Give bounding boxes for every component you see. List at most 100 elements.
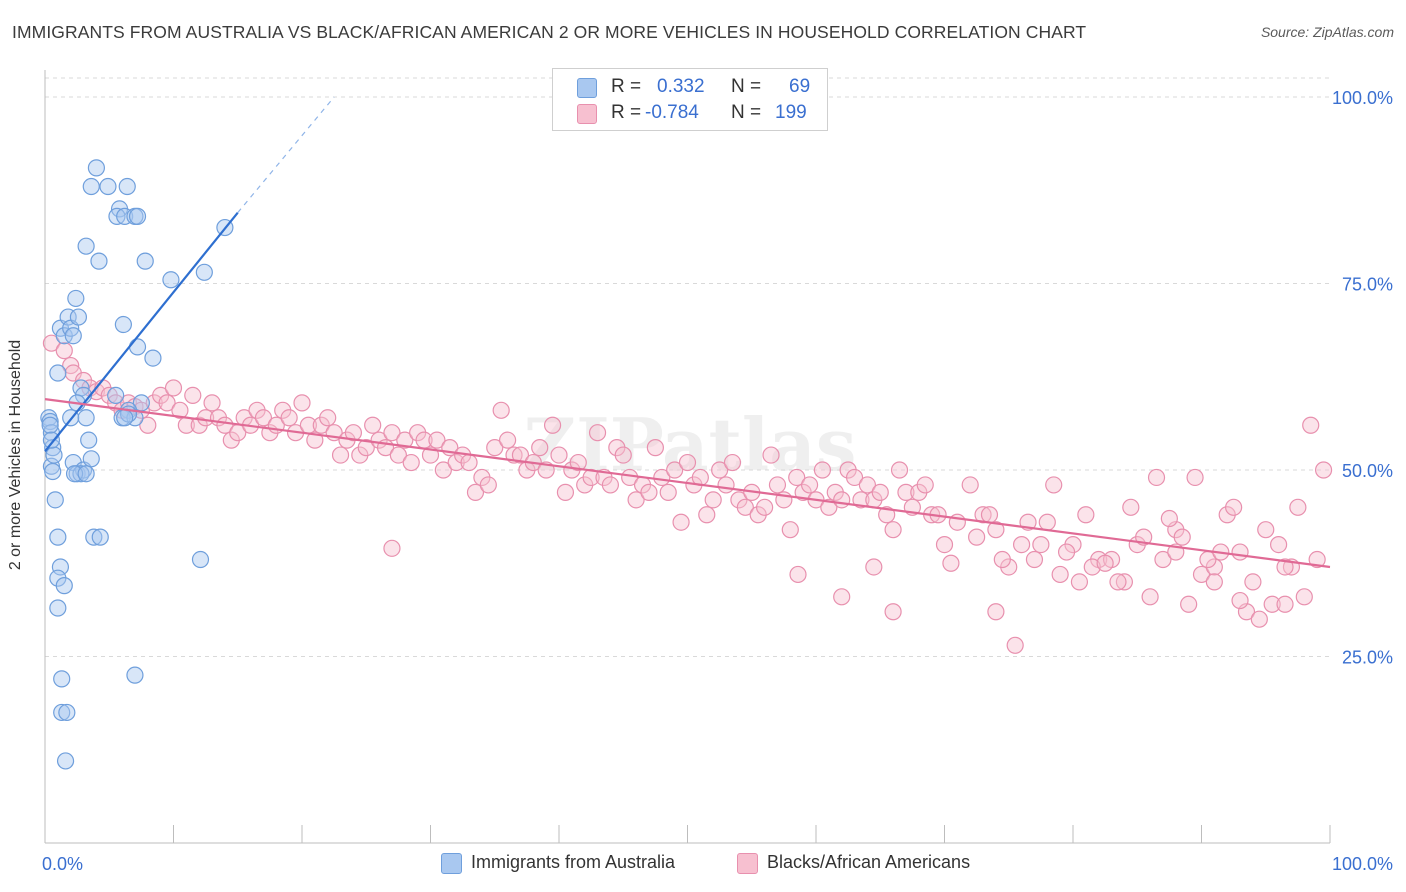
axes [44, 70, 1331, 844]
trend-lines [44, 96, 1331, 569]
point-immigrants-from-australia [77, 237, 95, 255]
point-blacks-african-americans [659, 483, 677, 501]
point-blacks-african-americans [845, 468, 864, 487]
point-blacks-african-americans [1192, 565, 1211, 584]
point-immigrants-from-australia [69, 308, 88, 326]
point-blacks-african-americans [203, 394, 221, 412]
trend-line-australia-extension [237, 96, 335, 214]
point-blacks-african-americans [640, 483, 658, 501]
point-blacks-african-americans [1269, 535, 1288, 554]
point-blacks-african-americans [1051, 565, 1069, 584]
point-blacks-african-americans [820, 498, 838, 516]
point-blacks-african-americans [344, 424, 362, 442]
y-tick-label: 25.0% [1342, 648, 1393, 668]
point-blacks-african-americans [1295, 588, 1313, 606]
point-blacks-african-americans [884, 603, 902, 621]
point-blacks-african-americans [1180, 595, 1198, 613]
point-blacks-african-americans [1025, 550, 1044, 569]
point-blacks-african-americans [1057, 543, 1076, 561]
point-immigrants-from-australia [90, 252, 108, 270]
point-blacks-african-americans [601, 476, 620, 494]
legend-n-label: N = [731, 102, 762, 123]
point-blacks-african-americans [968, 528, 986, 546]
point-blacks-african-americans [916, 476, 934, 494]
point-blacks-african-americans [987, 521, 1005, 539]
point-blacks-african-americans [762, 446, 780, 464]
point-blacks-african-americans [789, 565, 807, 584]
point-blacks-african-americans [871, 483, 889, 501]
point-blacks-african-americans [511, 446, 530, 464]
legend-swatch-blue [577, 78, 597, 98]
point-blacks-african-americans [800, 476, 819, 494]
point-blacks-african-americans [1257, 521, 1275, 539]
point-immigrants-from-australia [41, 416, 59, 434]
point-blacks-african-americans [1032, 535, 1050, 554]
point-blacks-african-americans [1231, 591, 1249, 610]
point-immigrants-from-australia [49, 364, 67, 382]
point-blacks-african-americans [306, 431, 324, 449]
point-blacks-african-americans [961, 476, 979, 494]
point-blacks-african-americans [184, 386, 202, 404]
point-blacks-african-americans [1308, 550, 1326, 569]
point-blacks-african-americans [614, 446, 632, 464]
point-immigrants-from-australia [55, 577, 73, 595]
series-immigrants-from-australia [40, 159, 234, 770]
trend-line-australia [44, 211, 239, 453]
point-blacks-african-americans [1244, 573, 1262, 591]
point-blacks-african-americans [852, 491, 870, 509]
point-blacks-african-americans [55, 342, 73, 360]
point-immigrants-from-australia [51, 558, 70, 576]
point-blacks-african-americans [698, 506, 716, 524]
gridlines [45, 77, 1330, 657]
point-immigrants-from-australia [87, 159, 106, 177]
point-blacks-african-americans [1083, 558, 1101, 576]
point-blacks-african-americans [736, 498, 754, 516]
point-blacks-african-americans [1141, 588, 1159, 606]
point-blacks-african-americans [704, 491, 722, 509]
point-immigrants-from-australia [80, 431, 98, 449]
point-blacks-african-americans [1186, 468, 1204, 487]
point-blacks-african-americans [331, 446, 350, 464]
point-blacks-african-americans [197, 409, 215, 427]
x-tick-label: 0.0% [42, 854, 83, 874]
point-immigrants-from-australia [128, 338, 147, 356]
point-blacks-african-americans [1250, 610, 1268, 628]
point-blacks-african-americans [466, 483, 485, 501]
point-immigrants-from-australia [191, 550, 210, 569]
point-immigrants-from-australia [72, 465, 90, 483]
point-blacks-african-americans [319, 409, 337, 427]
point-blacks-african-americans [1314, 461, 1333, 479]
point-immigrants-from-australia [162, 271, 180, 289]
point-blacks-african-americans [1045, 476, 1063, 494]
point-blacks-african-americans [1115, 573, 1134, 591]
point-immigrants-from-australia [56, 752, 75, 770]
point-immigrants-from-australia [82, 450, 100, 468]
bottom-legend-swatch-blue [441, 853, 462, 874]
point-blacks-african-americans [1276, 595, 1294, 613]
point-blacks-african-americans [479, 476, 497, 494]
point-blacks-african-americans [1263, 595, 1281, 613]
source-label: Source: ZipAtlas.com [1260, 24, 1394, 40]
point-blacks-african-americans [993, 550, 1011, 569]
point-blacks-african-americans [672, 513, 690, 531]
point-blacks-african-americans [434, 461, 452, 479]
point-blacks-african-americans [569, 453, 587, 472]
bottom-legend-swatch-pink [737, 853, 758, 874]
point-blacks-african-americans [254, 409, 273, 427]
point-blacks-african-americans [678, 453, 697, 472]
point-blacks-african-americans [1160, 509, 1178, 528]
point-immigrants-from-australia [99, 177, 117, 196]
legend-n-value: 199 [775, 102, 807, 123]
point-blacks-african-americans [813, 461, 832, 479]
point-immigrants-from-australia [107, 386, 125, 404]
point-blacks-african-americans [1096, 554, 1114, 572]
point-blacks-african-americans [1154, 550, 1172, 569]
point-immigrants-from-australia [64, 327, 82, 345]
legend-n-label: N = [731, 76, 762, 97]
correlation-legend: R = 0.332 N = 69 R = -0.784 N = 199 [552, 68, 828, 131]
point-immigrants-from-australia [46, 491, 64, 509]
point-blacks-african-americans [1038, 513, 1056, 531]
point-blacks-african-americans [865, 558, 883, 576]
point-blacks-african-americans [1122, 498, 1140, 516]
